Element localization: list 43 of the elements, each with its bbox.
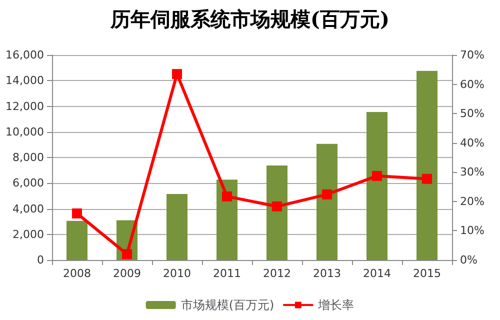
x-tick-label: 2014 — [363, 267, 391, 280]
bar — [216, 180, 238, 260]
x-tick-label: 2010 — [163, 267, 191, 280]
chart-title: 历年伺服系统市场规模(百万元) — [110, 7, 390, 31]
point — [222, 191, 232, 202]
y-tick-label: 12,000 — [6, 100, 44, 113]
y-tick-label: 2,000 — [12, 228, 44, 241]
bar — [166, 194, 188, 260]
y2-tick-label: 60% — [460, 78, 484, 91]
bar — [266, 165, 288, 260]
y2-tick-label: 40% — [460, 136, 484, 150]
point — [422, 174, 432, 184]
y2-tick-label: 30% — [460, 166, 484, 179]
legend-label: 市场规模(百万元) — [180, 298, 274, 312]
y-tick-label: 14,000 — [6, 74, 44, 88]
y-tick-label: 16,000 — [6, 48, 44, 62]
y-tick-label: 4,000 — [12, 202, 44, 216]
legend-label: 增长率 — [317, 298, 354, 312]
x-tick-label: 2012 — [263, 267, 291, 280]
bar — [66, 220, 88, 260]
point — [272, 201, 282, 212]
y-tick-label: 0 — [37, 254, 44, 266]
x-tick-label: 2008 — [63, 267, 91, 280]
x-tick-label: 2015 — [413, 267, 441, 280]
y-tick-label: 10,000 — [6, 125, 44, 138]
bar — [316, 144, 338, 260]
y2-tick-label: 10% — [460, 224, 484, 238]
y2-tick-label: 50% — [460, 107, 484, 120]
x-tick-label: 2009 — [113, 267, 141, 280]
y-tick-label: 6,000 — [12, 176, 44, 190]
bar — [416, 70, 438, 260]
point — [122, 249, 132, 260]
point — [372, 170, 382, 181]
point — [172, 69, 182, 80]
point — [322, 189, 332, 200]
y2-tick-label: 20% — [460, 194, 484, 208]
y2-tick-label: 0% — [460, 254, 478, 266]
y-tick-label: 8,000 — [12, 151, 44, 164]
point — [72, 208, 82, 218]
x-tick-label: 2013 — [313, 267, 341, 280]
x-tick-label: 2011 — [213, 267, 241, 280]
bar — [366, 112, 388, 260]
y2-tick-label: 70% — [460, 48, 484, 62]
